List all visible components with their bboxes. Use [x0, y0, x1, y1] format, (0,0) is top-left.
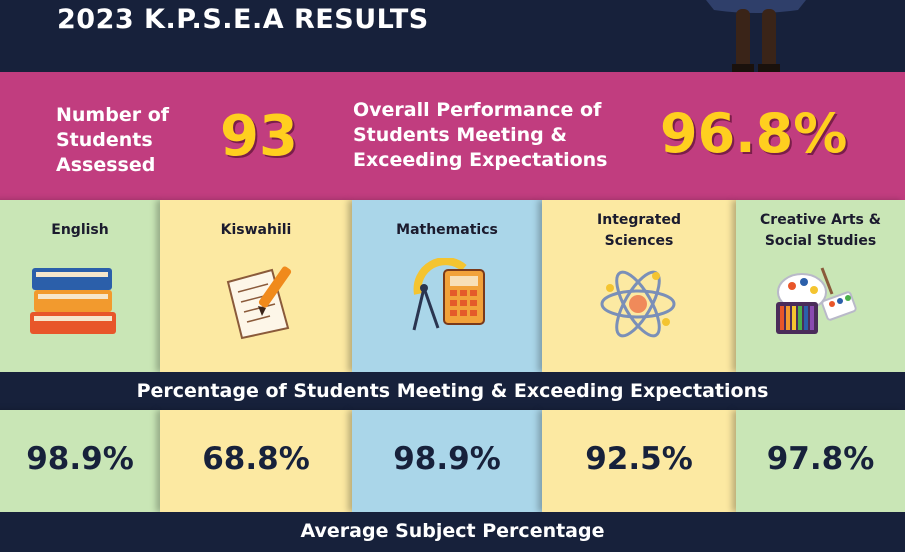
subject-mathematics: Mathematics: [352, 200, 542, 372]
calculator-compass-icon: [412, 258, 485, 331]
art-supplies-icon: [776, 267, 857, 334]
subjects-row: English Kiswahili Mathematics: [0, 200, 905, 372]
subject-kiswahili: Kiswahili: [160, 200, 352, 372]
percent-kiswahili: 68.8%: [160, 410, 352, 512]
student-figure-image: [706, 0, 806, 72]
page-title: 2023 K.P.S.E.A RESULTS: [57, 4, 429, 35]
overall-performance-label: Overall Performance of Students Meeting …: [353, 99, 608, 171]
subject-name: Integrated Sciences: [597, 212, 681, 249]
overall-performance-value: 96.8%: [660, 102, 848, 165]
books-icon: [30, 268, 116, 334]
percent-english: 98.9%: [0, 410, 160, 512]
percentages-row: 98.9% 68.8% 98.9% 92.5% 97.8%: [0, 410, 905, 512]
expectations-section-label: Percentage of Students Meeting & Exceedi…: [0, 372, 905, 410]
subject-integrated-sciences: Integrated Sciences: [542, 200, 736, 372]
subject-english: English: [0, 200, 160, 372]
subject-name: Kiswahili: [220, 222, 292, 238]
subject-creative-arts-social-studies: Creative Arts & Social Studies: [736, 200, 905, 372]
average-section-label: Average Subject Percentage: [0, 512, 905, 552]
percent-creative-arts-social-studies: 97.8%: [736, 410, 905, 512]
atom-icon: [600, 270, 676, 338]
students-assessed-value: 93: [220, 104, 298, 169]
subject-name: Creative Arts & Social Studies: [760, 212, 881, 249]
students-assessed-label: Number of Students Assessed: [56, 104, 170, 176]
header: 2023 K.P.S.E.A RESULTS: [0, 0, 905, 72]
subject-name: English: [51, 222, 109, 238]
subject-name: Mathematics: [396, 222, 498, 238]
summary-banner: Number of Students Assessed 93 Overall P…: [0, 72, 905, 200]
paper-and-pen-icon: [226, 266, 292, 340]
percent-integrated-sciences: 92.5%: [542, 410, 736, 512]
percent-mathematics: 98.9%: [352, 410, 542, 512]
